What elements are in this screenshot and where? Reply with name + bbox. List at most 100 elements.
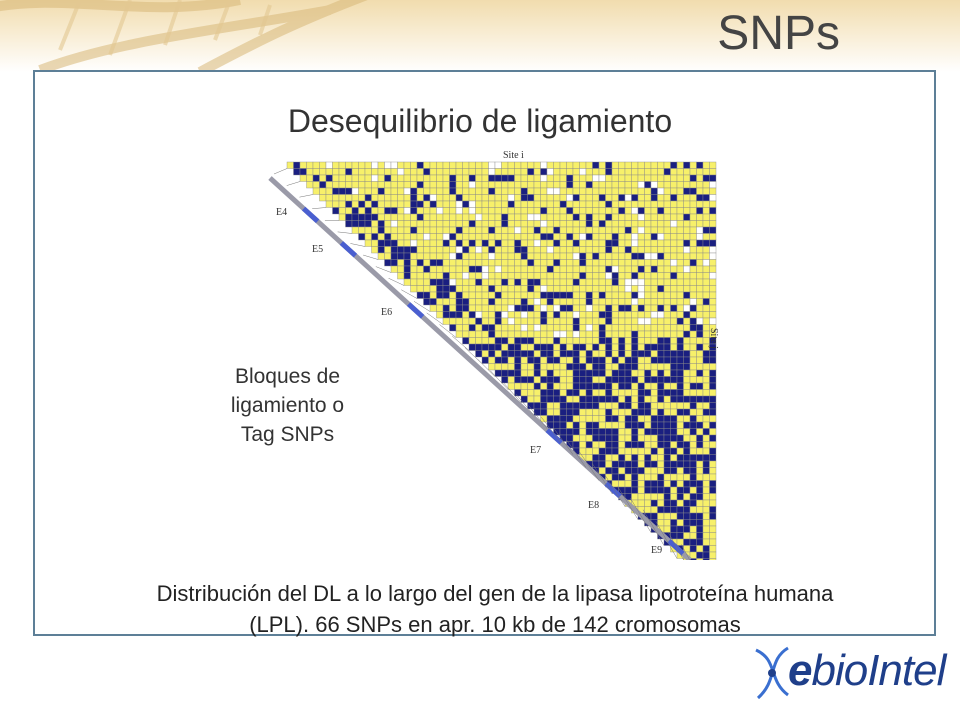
ld-cell	[689, 525, 697, 533]
ld-cell	[351, 181, 359, 189]
ld-cell	[683, 538, 691, 546]
ld-cell	[637, 213, 645, 221]
ld-cell	[702, 454, 710, 462]
ld-cell	[481, 226, 489, 234]
ld-cell	[585, 395, 593, 403]
ld-cell	[657, 512, 665, 520]
ld-cell	[618, 460, 626, 468]
ld-cell	[702, 460, 710, 468]
ld-cell	[624, 415, 632, 423]
connector-line	[617, 486, 639, 520]
ld-cell	[540, 207, 548, 215]
ld-cell	[533, 181, 541, 189]
ld-cell	[507, 285, 515, 293]
ld-cell	[559, 213, 567, 221]
ld-cell	[455, 181, 463, 189]
ld-cell	[624, 181, 632, 189]
ld-cell	[468, 272, 476, 280]
ld-cell	[325, 161, 333, 169]
ld-cell	[663, 168, 671, 176]
ld-cell	[611, 317, 619, 325]
ld-cell	[618, 213, 626, 221]
ld-cell	[533, 356, 541, 364]
connector-line	[337, 231, 353, 234]
ld-cell	[696, 434, 704, 442]
ld-cell	[631, 200, 639, 208]
ld-cell	[644, 285, 652, 293]
ld-cell	[501, 220, 509, 228]
ld-cell	[533, 252, 541, 260]
ld-cell	[416, 233, 424, 241]
ld-cell	[605, 324, 613, 332]
ld-cell	[585, 415, 593, 423]
ld-cell	[546, 220, 554, 228]
ld-cell	[579, 343, 587, 351]
ld-cell	[325, 168, 333, 176]
ld-cell	[592, 311, 600, 319]
ld-cell	[650, 246, 658, 254]
ld-cell	[475, 350, 483, 358]
ld-cell	[644, 421, 652, 429]
ld-cell	[390, 168, 398, 176]
ld-cell	[624, 382, 632, 390]
ld-cell	[592, 402, 600, 410]
ld-cell	[501, 317, 509, 325]
ld-cell	[592, 200, 600, 208]
ld-cell	[410, 226, 418, 234]
ld-cell	[533, 324, 541, 332]
ld-cell	[670, 441, 678, 449]
ld-cell	[618, 194, 626, 202]
ld-cell	[429, 194, 437, 202]
ld-cell	[683, 525, 691, 533]
ld-cell	[631, 181, 639, 189]
ld-cell	[488, 161, 496, 169]
ld-cell	[709, 408, 717, 416]
ld-cell	[455, 317, 463, 325]
ld-cell	[546, 304, 554, 312]
ld-cell	[559, 272, 567, 280]
ld-cell	[507, 311, 515, 319]
ld-cell	[592, 337, 600, 345]
ld-cell	[442, 181, 450, 189]
ld-cell	[624, 304, 632, 312]
ld-cell	[676, 382, 684, 390]
ld-cell	[676, 506, 684, 514]
ld-cell	[676, 337, 684, 345]
ld-cell	[507, 259, 515, 267]
ld-cell	[579, 434, 587, 442]
ld-cell	[702, 408, 710, 416]
ld-cell	[663, 493, 671, 501]
ld-cell	[455, 213, 463, 221]
ld-cell	[676, 369, 684, 377]
ld-cell	[611, 434, 619, 442]
ld-cell	[553, 376, 561, 384]
ld-cell	[423, 272, 431, 280]
ld-cell	[631, 356, 639, 364]
ld-cell	[670, 233, 678, 241]
ld-cell	[377, 187, 385, 195]
ld-cell	[683, 447, 691, 455]
ld-cell	[553, 194, 561, 202]
ld-cell	[501, 265, 509, 273]
ld-cell	[455, 252, 463, 260]
ld-cell	[501, 226, 509, 234]
ld-cell	[585, 389, 593, 397]
ld-cell	[585, 285, 593, 293]
ld-cell	[520, 363, 528, 371]
ld-cell	[501, 350, 509, 358]
ld-cell	[553, 356, 561, 364]
ld-cell	[546, 265, 554, 273]
ld-cell	[397, 226, 405, 234]
ld-cell	[598, 233, 606, 241]
ld-cell	[533, 304, 541, 312]
ld-cell	[631, 382, 639, 390]
ld-cell	[657, 428, 665, 436]
ld-cell	[650, 460, 658, 468]
ld-cell	[514, 317, 522, 325]
ld-cell	[605, 343, 613, 351]
ld-cell	[670, 285, 678, 293]
ld-cell	[540, 389, 548, 397]
ld-cell	[488, 187, 496, 195]
ld-cell	[488, 343, 496, 351]
ld-cell	[325, 181, 333, 189]
